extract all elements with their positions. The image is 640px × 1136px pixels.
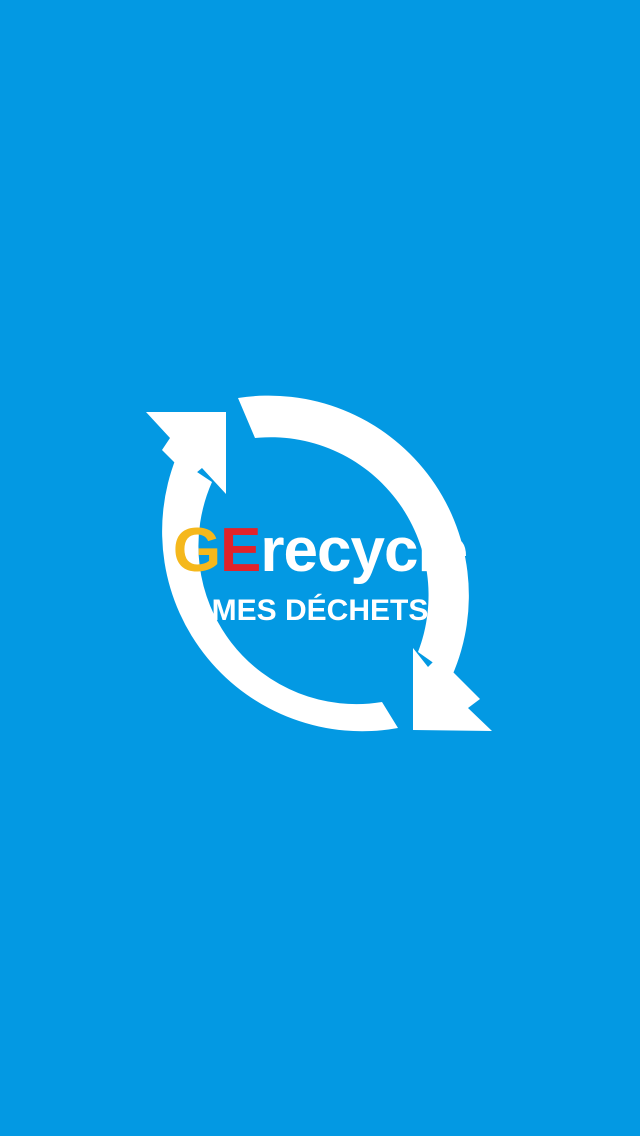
wordmark-letter-e: E bbox=[220, 516, 260, 585]
wordmark-recycle: recycle bbox=[260, 516, 467, 585]
app-wordmark: GErecycle bbox=[0, 515, 640, 587]
wordmark-letter-g: G bbox=[173, 516, 220, 585]
app-tagline: -- MES DÉCHETS -- bbox=[0, 593, 640, 629]
